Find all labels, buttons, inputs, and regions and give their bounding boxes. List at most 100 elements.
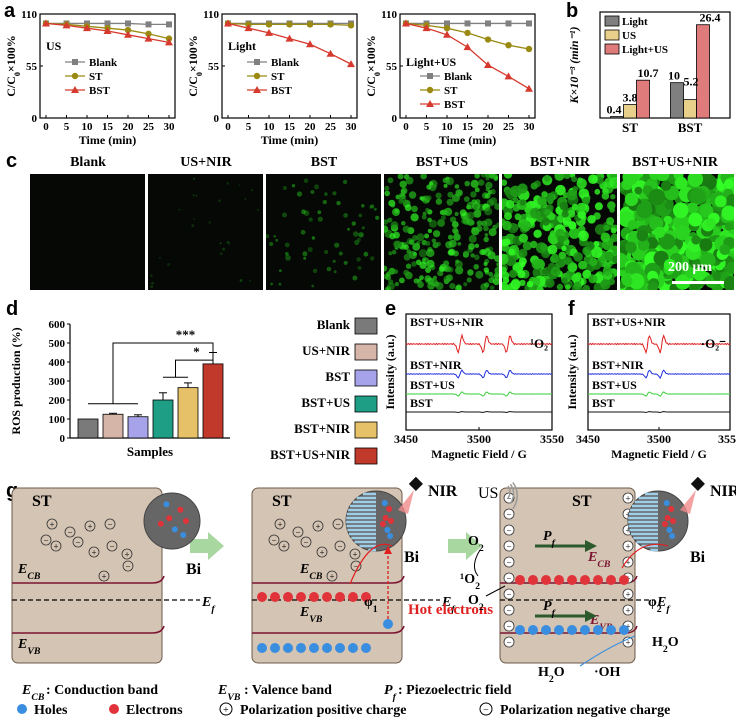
cell-dot — [612, 255, 617, 264]
micro-label-bst-nir: BST+NIR — [529, 155, 591, 170]
cell-dot — [427, 228, 433, 234]
cell-dot — [384, 185, 390, 191]
legend-electrons: Electrons — [126, 703, 183, 717]
cell-dot — [625, 241, 637, 254]
cell-dot — [687, 174, 704, 187]
h2o-label: H2O — [652, 635, 679, 655]
hole — [361, 643, 371, 653]
charge-sign: − — [506, 542, 511, 552]
panel-label-c: c — [6, 150, 18, 172]
charge-marker — [503, 540, 515, 552]
cell-dot — [301, 209, 306, 215]
chart-title: US — [46, 39, 62, 53]
cell-dot — [502, 220, 512, 231]
charge-marker — [312, 520, 324, 532]
electron — [528, 575, 538, 585]
bar-st-light-us — [636, 79, 650, 119]
cell-dot — [219, 252, 223, 256]
x-tick-label: 25 — [325, 121, 337, 133]
x-tick-label: 30 — [346, 121, 358, 133]
legend-holes: Holes — [34, 703, 68, 717]
cell-dot — [433, 230, 441, 238]
data-point — [505, 20, 512, 27]
cell-dot — [463, 196, 470, 202]
x-axis-label: Samples — [127, 444, 173, 459]
cell-dot — [511, 223, 519, 231]
cell-dot — [219, 242, 222, 245]
charge-sign: − — [506, 606, 511, 616]
cell-dot — [473, 264, 479, 270]
data-point — [166, 21, 172, 28]
charge-marker — [274, 518, 286, 530]
x-tick-label: 3500 — [467, 432, 491, 446]
cell-dot — [459, 209, 467, 217]
electron — [335, 592, 345, 602]
charge-sign: − — [335, 520, 340, 530]
cell-dot — [408, 239, 415, 245]
data-point — [265, 21, 273, 28]
charge-sign: − — [506, 510, 511, 520]
cell-dot — [530, 207, 541, 219]
cell-dot — [314, 184, 319, 190]
bi-carrier — [388, 518, 394, 524]
x-axis-label: Time (min) — [439, 133, 496, 147]
cell-dot — [578, 188, 590, 200]
cell-dot — [324, 250, 329, 254]
data-point — [444, 20, 450, 27]
cell-dot — [357, 265, 362, 270]
cell-dot — [303, 256, 307, 260]
y-tick-label: 110 — [381, 9, 397, 21]
x-tick-label: 3550 — [540, 432, 564, 446]
x-axis-label: Magnetic Field / G — [611, 447, 707, 461]
x-tick-label: 15 — [102, 121, 114, 133]
cell-dot — [725, 261, 734, 275]
cell-dot — [370, 204, 375, 209]
legend-label: BST+NIR — [294, 421, 350, 436]
data-point — [426, 86, 434, 94]
cell-dot — [370, 256, 375, 261]
charge-sign: + — [101, 572, 106, 582]
cell-dot — [466, 201, 475, 210]
x-tick-label: 0 — [225, 121, 231, 133]
charge-sign: + — [277, 520, 282, 530]
arrow-head — [384, 546, 392, 554]
cell-dot — [336, 200, 341, 206]
micro-image-us-nir — [148, 174, 263, 290]
bi-carrier — [180, 532, 187, 538]
panel-label-e: e — [385, 298, 397, 320]
cell-dot — [158, 256, 161, 259]
charge-sign: + — [223, 705, 229, 716]
legend-label: US — [622, 30, 636, 42]
electron — [361, 592, 371, 602]
species-label: ¹O₂ — [530, 336, 548, 351]
charge-sign: − — [125, 562, 130, 572]
cell-dot — [522, 241, 532, 251]
hole — [335, 643, 345, 653]
cell-dot — [700, 204, 714, 218]
x-tick-label: 10 — [442, 121, 454, 133]
data-point — [125, 20, 131, 27]
ros-bar-4 — [177, 387, 199, 439]
hole — [348, 643, 358, 653]
cell-dot — [601, 192, 610, 200]
cell-dot — [725, 193, 734, 209]
cell-dot — [474, 174, 480, 179]
cell-dot — [399, 180, 407, 188]
charge-marker — [622, 540, 634, 552]
cell-dot — [484, 247, 490, 253]
scale-bar-label: 200 μm — [668, 260, 713, 275]
cell-dot — [648, 188, 666, 206]
fermi-label: Ef — [656, 595, 671, 615]
legend-label: ST — [89, 71, 103, 83]
cell-dot — [303, 178, 309, 183]
cell-dot — [427, 282, 435, 290]
data-point — [145, 21, 152, 28]
laser-head — [408, 476, 423, 491]
cell-dot — [427, 217, 432, 223]
epr-trace-1 — [587, 369, 731, 380]
bar-value-label: 10.7 — [638, 66, 659, 80]
cell-dot — [282, 186, 287, 190]
cell-dot — [468, 234, 477, 243]
bi-carrier — [669, 533, 676, 539]
